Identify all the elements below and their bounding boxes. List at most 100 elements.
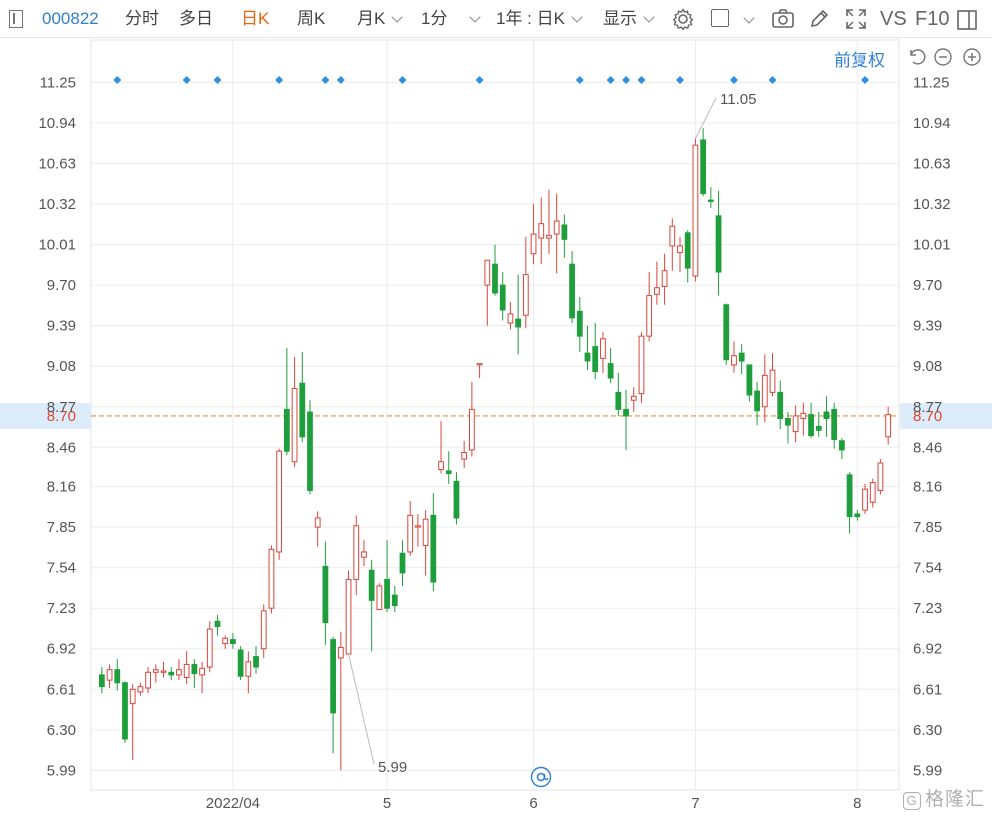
- candle: [245, 651, 252, 694]
- zoom-in-icon[interactable]: [962, 47, 982, 67]
- candle-body: [507, 313, 514, 324]
- candle-body: [646, 295, 653, 337]
- current-price-label: 8.70: [47, 408, 76, 425]
- candle: [800, 402, 807, 436]
- candle: [661, 253, 668, 305]
- pencil-icon[interactable]: [808, 8, 830, 30]
- candle: [276, 448, 283, 560]
- candle: [653, 261, 660, 305]
- y-tick-label: 10.01: [913, 237, 951, 254]
- x-tick-label: 8: [853, 795, 861, 812]
- camera-icon[interactable]: [771, 8, 795, 30]
- candle-body: [214, 620, 221, 628]
- candle-body: [222, 637, 229, 645]
- candle-body: [445, 470, 452, 474]
- candle-body: [800, 412, 807, 420]
- adjust-mode-toggle[interactable]: 前复权: [834, 51, 885, 70]
- y-tick-label: 7.85: [913, 519, 942, 536]
- min-price-label: 5.99: [378, 759, 407, 776]
- candle: [715, 190, 722, 296]
- y-tick-label: 9.39: [913, 318, 942, 335]
- price-tag-left: [0, 402, 91, 429]
- x-tick-label: 5: [383, 795, 391, 812]
- candle-body: [869, 482, 876, 503]
- event-markers: [113, 76, 870, 84]
- y-tick-label: 10.63: [38, 155, 76, 172]
- candle-body: [669, 225, 676, 247]
- candle-body: [522, 274, 529, 316]
- candle-body: [415, 525, 421, 528]
- candle-body: [168, 671, 175, 676]
- undo-icon[interactable]: [905, 46, 927, 68]
- candle-body: [553, 220, 560, 235]
- tab-intraday[interactable]: 分时: [125, 9, 159, 28]
- tab-monthly-k[interactable]: 月K: [357, 0, 404, 38]
- candle-body: [399, 552, 406, 574]
- candle-body: [468, 408, 475, 451]
- candle: [453, 472, 460, 525]
- candle-body: [461, 452, 468, 460]
- vs-button[interactable]: VS: [880, 8, 907, 30]
- event-marker: [275, 76, 284, 84]
- event-marker: [321, 76, 330, 84]
- candle: [553, 193, 560, 274]
- candle: [561, 214, 568, 258]
- y-tick-label: 7.54: [47, 560, 76, 577]
- side-panel-icon[interactable]: [956, 9, 978, 31]
- tab-daily-k[interactable]: 日K: [241, 9, 270, 28]
- x-tick-label: 6: [529, 795, 537, 812]
- candle-body: [630, 395, 637, 401]
- fullscreen-icon[interactable]: [845, 8, 867, 30]
- candle-body: [145, 671, 151, 689]
- f10-button[interactable]: F10: [915, 8, 950, 30]
- candle-body: [176, 669, 182, 676]
- gear-icon[interactable]: [671, 7, 695, 31]
- candle-body: [862, 488, 868, 511]
- candle: [607, 347, 614, 384]
- event-marker: [606, 76, 615, 84]
- checkbox-icon[interactable]: [711, 9, 729, 27]
- y-tick-label: 9.08: [913, 358, 942, 375]
- candle: [538, 197, 545, 265]
- period-select[interactable]: 1年 : 日K: [496, 0, 583, 38]
- candle-body: [638, 335, 645, 395]
- candle: [738, 343, 745, 375]
- tab-multiday[interactable]: 多日: [179, 9, 213, 28]
- stock-code[interactable]: 000822: [42, 9, 99, 28]
- panel-toggle-icon[interactable]: [9, 10, 23, 28]
- display-menu[interactable]: 显示: [603, 0, 655, 38]
- candle-body: [785, 418, 791, 426]
- tab-weekly-k[interactable]: 周K: [297, 9, 326, 28]
- candle-body: [407, 514, 414, 553]
- candle-body: [98, 674, 105, 688]
- tab-1min[interactable]: 1分: [421, 0, 482, 38]
- candle-body: [199, 667, 205, 676]
- candle: [754, 381, 760, 426]
- candle: [484, 259, 491, 326]
- candle: [862, 483, 868, 515]
- candle: [368, 559, 375, 652]
- candle: [630, 387, 637, 412]
- at-icon[interactable]: [530, 766, 552, 788]
- candle: [183, 651, 190, 685]
- candle: [230, 633, 236, 649]
- display-label: 显示: [603, 9, 637, 28]
- candle-body: [122, 682, 128, 740]
- event-marker: [637, 76, 646, 84]
- candle: [846, 472, 853, 534]
- candle-body: [769, 369, 776, 393]
- candle-body: [307, 411, 313, 491]
- event-marker: [729, 76, 738, 84]
- candle: [337, 631, 344, 771]
- candle-body: [299, 382, 306, 438]
- candle: [831, 402, 838, 449]
- candle: [129, 684, 136, 760]
- candle: [792, 405, 799, 443]
- candle-body: [777, 391, 784, 420]
- chart-grid: [90, 39, 900, 791]
- candle: [700, 128, 707, 197]
- y-tick-label: 7.54: [913, 560, 942, 577]
- candle: [191, 659, 198, 688]
- zoom-out-icon[interactable]: [933, 47, 953, 67]
